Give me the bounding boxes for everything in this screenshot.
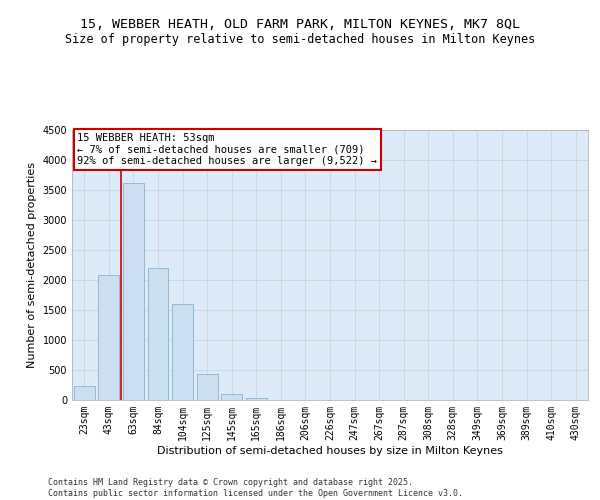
Text: 15, WEBBER HEATH, OLD FARM PARK, MILTON KEYNES, MK7 8QL: 15, WEBBER HEATH, OLD FARM PARK, MILTON …: [80, 18, 520, 30]
X-axis label: Distribution of semi-detached houses by size in Milton Keynes: Distribution of semi-detached houses by …: [157, 446, 503, 456]
Bar: [221, 394, 242, 400]
Bar: [98, 274, 119, 400]
Bar: [246, 398, 267, 400]
Bar: [197, 374, 218, 400]
Text: Size of property relative to semi-detached houses in Milton Keynes: Size of property relative to semi-detach…: [65, 32, 535, 46]
Bar: [172, 304, 193, 400]
Bar: [148, 268, 169, 400]
Bar: [123, 183, 144, 400]
Text: Contains HM Land Registry data © Crown copyright and database right 2025.
Contai: Contains HM Land Registry data © Crown c…: [48, 478, 463, 498]
Bar: [74, 386, 95, 400]
Y-axis label: Number of semi-detached properties: Number of semi-detached properties: [27, 162, 37, 368]
Text: 15 WEBBER HEATH: 53sqm
← 7% of semi-detached houses are smaller (709)
92% of sem: 15 WEBBER HEATH: 53sqm ← 7% of semi-deta…: [77, 132, 377, 166]
